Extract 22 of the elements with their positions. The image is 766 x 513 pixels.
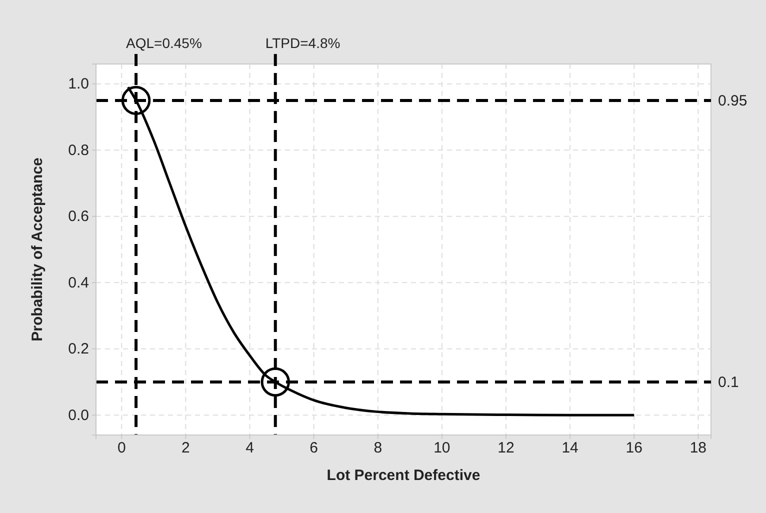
ref-line-label: 0.1 (718, 374, 739, 391)
x-tick-label: 0 (117, 440, 126, 457)
x-tick-label: 10 (434, 440, 450, 457)
x-tick-label: 8 (374, 440, 382, 457)
x-tick-label: 18 (690, 440, 707, 457)
x-tick-label: 6 (310, 440, 318, 457)
x-tick-label: 14 (562, 440, 578, 457)
y-tick-label: 0.2 (68, 340, 89, 358)
ref-line-label: AQL=0.45% (126, 35, 202, 51)
y-tick-label: 0.0 (68, 406, 89, 424)
x-axis-title: Lot Percent Defective (326, 467, 480, 484)
x-tick-label: 16 (626, 440, 642, 457)
ref-line-label: LTPD=4.8% (265, 35, 340, 51)
ref-line-label: 0.95 (718, 92, 748, 110)
y-tick-label: 1.0 (68, 76, 89, 93)
x-tick-label: 2 (182, 440, 190, 457)
y-tick-label: 0.8 (68, 142, 89, 159)
y-tick-label: 0.4 (68, 274, 89, 292)
y-axis-title: Probability of Acceptance (29, 158, 46, 342)
x-tick-label: 12 (498, 440, 514, 457)
y-tick-label: 0.6 (68, 208, 89, 226)
x-tick-label: 4 (246, 440, 254, 457)
